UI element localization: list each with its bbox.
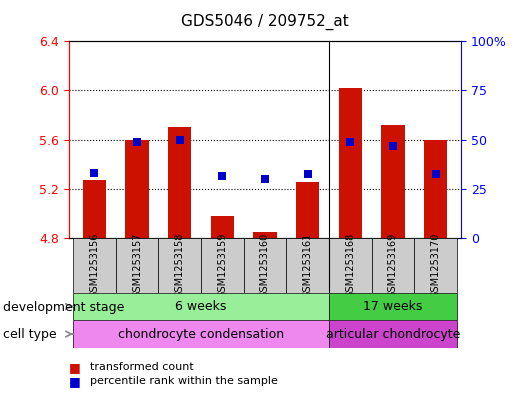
Text: GSM1253169: GSM1253169 (388, 233, 398, 298)
Text: percentile rank within the sample: percentile rank within the sample (90, 376, 278, 386)
Bar (329, 238, 372, 293)
Text: GSM1253168: GSM1253168 (345, 233, 355, 298)
Bar (329, 293, 457, 320)
Bar (73, 293, 329, 320)
Text: GSM1253159: GSM1253159 (217, 233, 227, 298)
Text: chondrocyte condensation: chondrocyte condensation (118, 327, 284, 341)
Text: GSM1253161: GSM1253161 (303, 233, 313, 298)
Text: ■: ■ (69, 375, 81, 388)
Bar (73, 238, 116, 293)
Text: GDS5046 / 209752_at: GDS5046 / 209752_at (181, 14, 349, 30)
Text: 6 weeks: 6 weeks (175, 300, 227, 313)
Bar (296, 182, 320, 238)
Bar (158, 238, 201, 293)
Bar (116, 238, 158, 293)
Text: GSM1253158: GSM1253158 (175, 233, 185, 298)
Bar (201, 238, 244, 293)
Text: ■: ■ (69, 361, 81, 374)
Text: 17 weeks: 17 weeks (363, 300, 422, 313)
Text: development stage: development stage (3, 301, 124, 314)
Bar (381, 125, 404, 238)
Text: articular chondrocyte: articular chondrocyte (326, 327, 460, 341)
Bar (424, 140, 447, 238)
Text: cell type: cell type (3, 328, 56, 342)
Text: GSM1253157: GSM1253157 (132, 233, 142, 298)
Bar (244, 238, 286, 293)
Bar (253, 231, 277, 238)
Bar (372, 238, 414, 293)
Bar (210, 216, 234, 238)
Bar (329, 320, 457, 348)
Text: GSM1253170: GSM1253170 (430, 233, 440, 298)
Bar (339, 88, 362, 238)
Text: GSM1253160: GSM1253160 (260, 233, 270, 298)
Bar (286, 238, 329, 293)
Bar (126, 140, 149, 238)
Text: GSM1253156: GSM1253156 (90, 233, 100, 298)
Bar (83, 180, 106, 238)
Bar (414, 238, 457, 293)
Bar (73, 320, 329, 348)
Text: transformed count: transformed count (90, 362, 194, 373)
Bar (168, 127, 191, 238)
